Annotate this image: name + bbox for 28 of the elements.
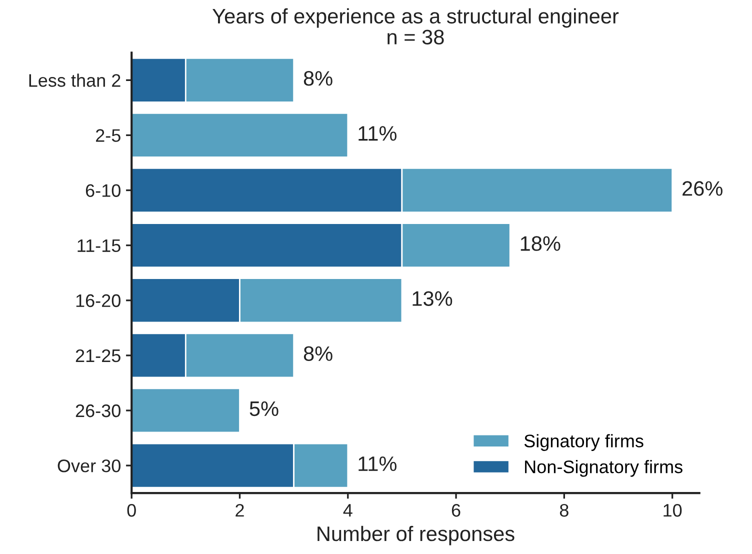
annotation: 5% (250, 401, 278, 416)
bar (132, 388, 240, 434)
bar (132, 112, 349, 158)
legend-label: Signatory firms (524, 434, 644, 451)
x-tick-label: 6 (452, 504, 460, 517)
x-axis-title: Number of responses (318, 526, 514, 546)
x-tick-label: 2 (236, 504, 244, 517)
y-tick-label: 11-15 (78, 239, 120, 252)
y-tick-label: 6-10 (86, 184, 120, 197)
y-tick-label: Over 30 (58, 459, 120, 472)
annotation: 8% (304, 70, 332, 86)
legend-label: Non-Signatory firms (525, 460, 682, 477)
annotation: 8% (304, 346, 332, 362)
x-tick-label: 4 (343, 504, 352, 517)
annotation: 26% (682, 181, 722, 196)
y-tick-label: 2-5 (96, 129, 120, 142)
x-tick-label: 10 (664, 504, 682, 517)
x-tick-label: 8 (560, 504, 568, 517)
annotation: 11% (358, 456, 396, 472)
y-tick-label: 21-25 (76, 349, 120, 362)
annotation: 11% (358, 126, 396, 141)
annotation: 13% (412, 291, 452, 306)
y-tick-label: 16-20 (76, 294, 120, 308)
y-tick-label: 26-30 (76, 404, 120, 418)
y-tick-label: Less than 2 (29, 74, 120, 87)
chart-title: Years of experience as a structural engineer n = 38 (212, 8, 619, 44)
x-tick-label: 0 (127, 504, 136, 517)
annotation: 18% (520, 236, 560, 251)
